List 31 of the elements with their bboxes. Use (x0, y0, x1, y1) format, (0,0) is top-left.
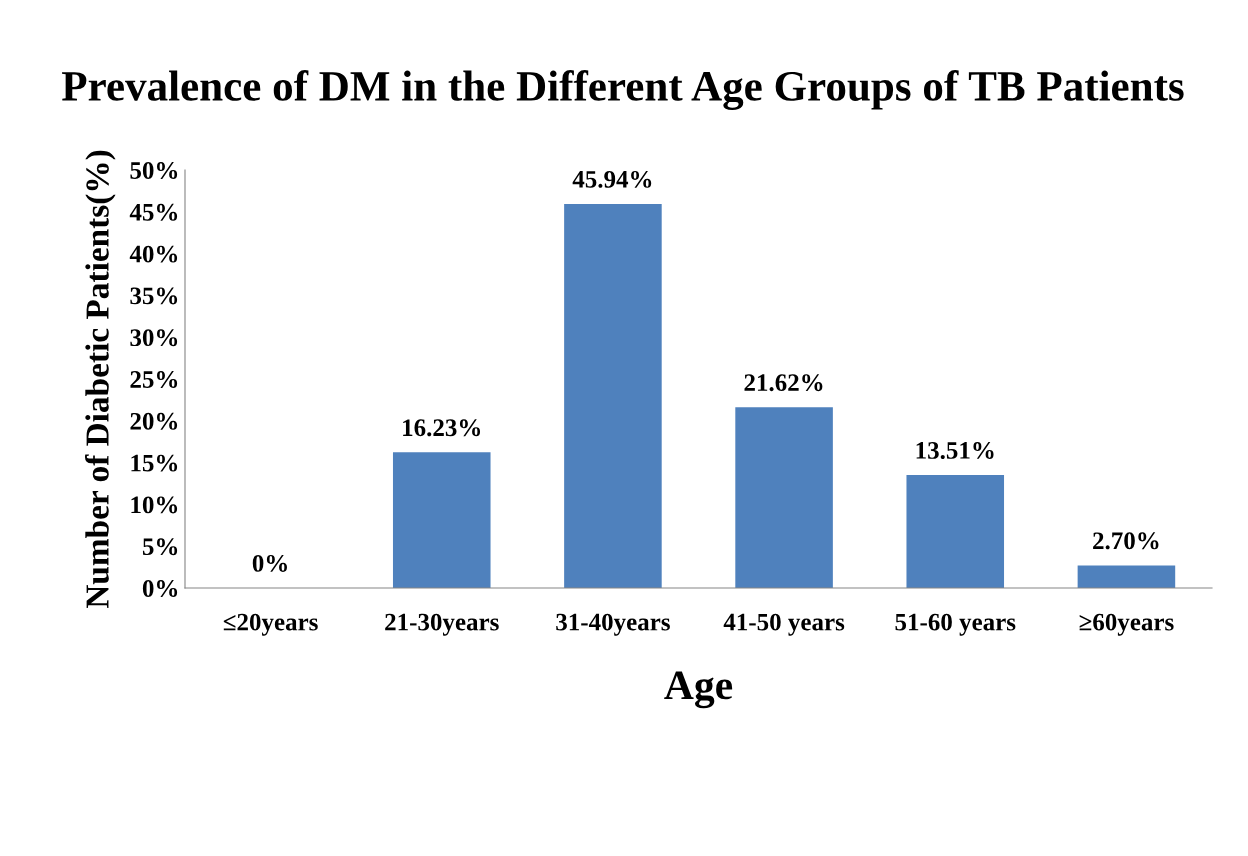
y-tick-label: 20% (130, 412, 178, 430)
data-label: 16.23% (403, 419, 481, 437)
x-tick-label: 31-40years (556, 613, 670, 636)
y-tick-label: 50% (130, 162, 178, 179)
y-tick-label: 0% (142, 580, 178, 597)
y-tick-label: 40% (129, 245, 178, 263)
data-label: 45.94% (572, 170, 652, 188)
x-tick-label: 41-50 years (723, 613, 845, 636)
bar (392, 452, 491, 588)
data-label: 0% (252, 554, 287, 572)
y-tick-label: 15% (131, 454, 178, 472)
y-tick-label: 5% (142, 538, 178, 556)
x-tick-label: 21-30years (385, 613, 499, 636)
y-tick-label: 10% (131, 496, 178, 514)
data-label: 21.62% (744, 374, 823, 392)
data-label: 13.51% (916, 442, 994, 459)
data-label: 2.70% (1093, 532, 1159, 550)
x-axis-title: Age (664, 671, 733, 709)
x-tick-label: ≤20years (223, 613, 318, 636)
x-tick-label: ≥60years (1079, 613, 1174, 636)
y-axis-title: Number of Diabetic Patients(%) (84, 150, 116, 609)
y-tick-label: 35% (130, 287, 178, 305)
bar (1077, 565, 1176, 588)
y-tick-label: 45% (129, 203, 178, 221)
y-tick-label: 25% (130, 371, 178, 388)
bar (564, 203, 662, 588)
bar (906, 475, 1005, 588)
y-tick-label: 30% (130, 329, 178, 347)
bar (735, 407, 833, 588)
x-tick-label: 51-60 years (895, 613, 1016, 636)
chart-title: Prevalence of DM in the Different Age Groups of TB Patients (62, 70, 1184, 110)
